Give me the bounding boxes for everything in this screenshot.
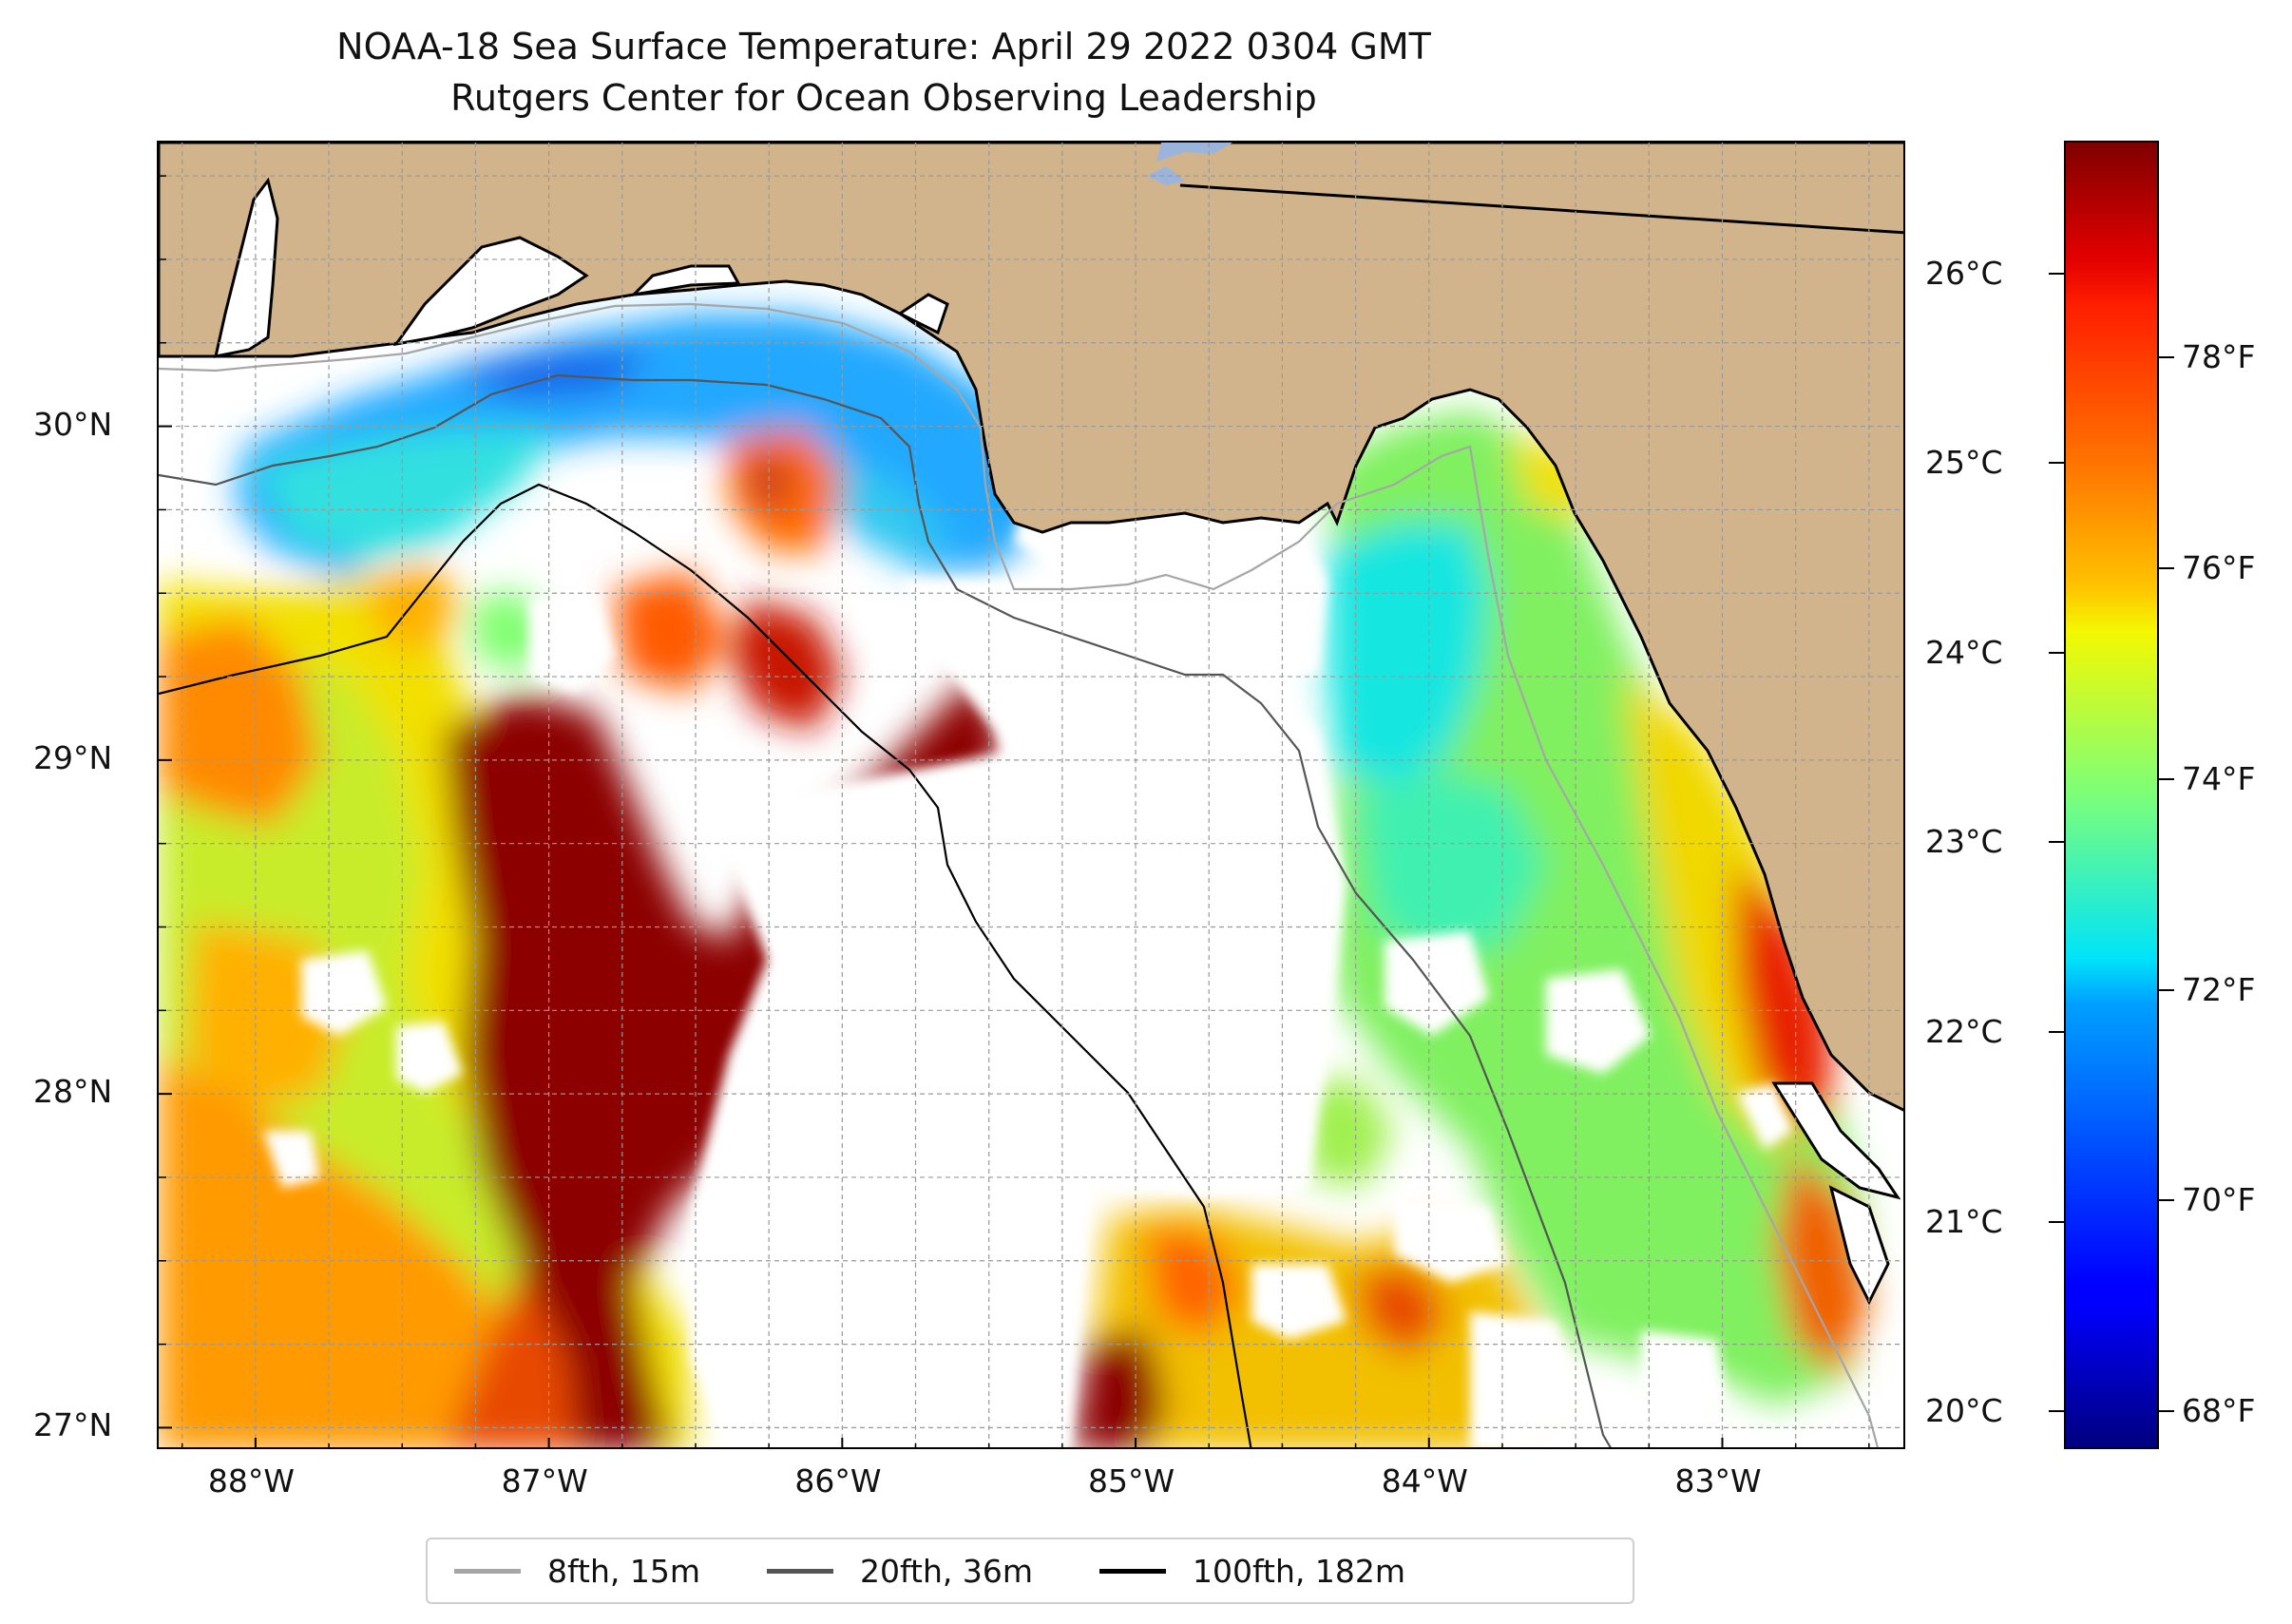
- lat-tick-label: 30°N: [33, 405, 113, 443]
- legend-line-swatch: [767, 1568, 834, 1574]
- lat-tick-label: 29°N: [33, 738, 113, 776]
- map-panel[interactable]: [157, 141, 1905, 1449]
- lon-tick-label: 84°W: [1381, 1462, 1468, 1500]
- fahrenheit-tick-mark: [2159, 777, 2174, 780]
- celsius-tick-mark: [2049, 1410, 2064, 1413]
- celsius-tick-mark: [2049, 841, 2064, 844]
- fahrenheit-tick-mark: [2159, 1410, 2174, 1413]
- fahrenheit-tick-label: 72°F: [2182, 970, 2256, 1008]
- legend-line-swatch: [454, 1568, 521, 1574]
- state-boundary: [1179, 183, 1903, 235]
- lon-tick-label: 87°W: [501, 1462, 588, 1500]
- celsius-tick-mark: [2049, 1220, 2064, 1223]
- celsius-tick-label: 22°C: [1925, 1012, 2003, 1050]
- celsius-tick-mark: [2049, 462, 2064, 465]
- land: [159, 143, 1903, 1112]
- fahrenheit-tick-mark: [2159, 567, 2174, 570]
- legend-line-swatch: [1099, 1568, 1167, 1574]
- lake: [1147, 143, 1232, 185]
- colorbar-gradient: [2066, 143, 2157, 1447]
- cloud-mask: [263, 466, 1793, 1447]
- isobath-20fth: [159, 373, 1612, 1447]
- legend-item: 100fth, 182m: [1099, 1553, 1405, 1590]
- isobath-100fth: [159, 483, 1252, 1447]
- bays: [214, 177, 1901, 1306]
- celsius-tick-mark: [2049, 1030, 2064, 1033]
- fahrenheit-tick-mark: [2159, 988, 2174, 991]
- legend-item: 8fth, 15m: [454, 1553, 700, 1590]
- sst-map: [159, 143, 1903, 1447]
- fahrenheit-tick-label: 78°F: [2182, 338, 2256, 376]
- colorbar: [2064, 141, 2159, 1449]
- celsius-tick-label: 23°C: [1925, 823, 2003, 861]
- fahrenheit-tick-mark: [2159, 1199, 2174, 1202]
- celsius-tick-label: 20°C: [1925, 1392, 2003, 1430]
- celsius-tick-label: 24°C: [1925, 633, 2003, 671]
- fahrenheit-tick-mark: [2159, 356, 2174, 359]
- map-gridlines: [159, 143, 1903, 1447]
- celsius-tick-mark: [2049, 272, 2064, 275]
- isobath-8fth: [159, 302, 1880, 1447]
- celsius-tick-label: 25°C: [1925, 444, 2003, 482]
- fahrenheit-tick-label: 74°F: [2182, 759, 2256, 797]
- fahrenheit-tick-label: 76°F: [2182, 549, 2256, 587]
- fahrenheit-tick-label: 70°F: [2182, 1181, 2256, 1219]
- lat-tick-label: 28°N: [33, 1073, 113, 1111]
- lon-tick-label: 83°W: [1674, 1462, 1762, 1500]
- lon-tick-label: 86°W: [794, 1462, 882, 1500]
- celsius-tick-label: 26°C: [1925, 254, 2003, 292]
- map-tick-marks: [159, 175, 1870, 1447]
- chart-subtitle: Rutgers Center for Ocean Observing Leade…: [450, 77, 1317, 119]
- isobath-legend: 8fth, 15m 20fth, 36m 100fth, 182m: [426, 1538, 1634, 1604]
- legend-label: 20fth, 36m: [860, 1552, 1034, 1590]
- lon-tick-label: 85°W: [1088, 1462, 1175, 1500]
- celsius-tick-mark: [2049, 651, 2064, 654]
- legend-label: 8fth, 15m: [547, 1552, 701, 1590]
- lon-tick-label: 88°W: [207, 1462, 295, 1500]
- celsius-tick-label: 21°C: [1925, 1202, 2003, 1240]
- lat-tick-label: 27°N: [33, 1406, 113, 1444]
- legend-label: 100fth, 182m: [1193, 1552, 1406, 1590]
- fahrenheit-tick-label: 68°F: [2182, 1392, 2256, 1430]
- chart-title: NOAA-18 Sea Surface Temperature: April 2…: [336, 26, 1431, 67]
- legend-item: 20fth, 36m: [767, 1553, 1033, 1590]
